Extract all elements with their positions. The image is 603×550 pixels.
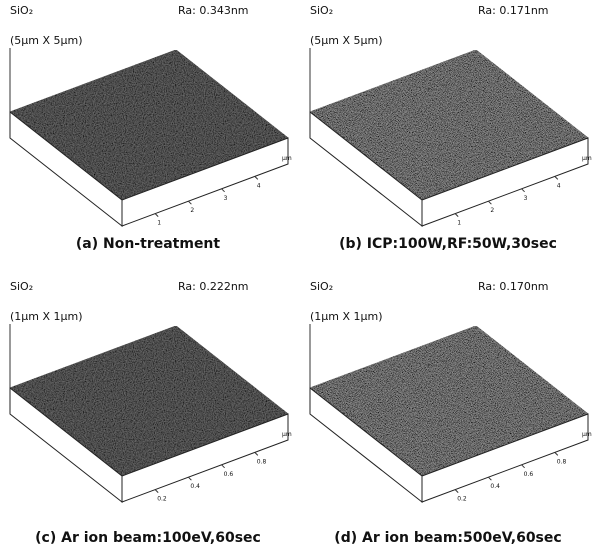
figure: 1 2 3 4 µm SiO₂ (5µm X 5µm) Ra: 0.343nm (a) Non-…	[0, 0, 603, 546]
tick-label: 0.6	[524, 471, 534, 478]
tick-label: 0.4	[490, 483, 500, 490]
scan-size: (1µm X 1µm)	[10, 310, 83, 323]
scan-size: (1µm X 1µm)	[310, 310, 383, 323]
tick-label: 0.8	[557, 458, 567, 465]
tick-mark	[488, 477, 491, 480]
afm-panel: 1 2 3 4 µm SiO₂ (5µm X 5µm) Ra: 0.171nm (b) ICP:…	[310, 4, 592, 252]
material: SiO₂	[10, 280, 33, 293]
tick-mark	[188, 477, 191, 480]
tick-label: 3	[524, 195, 528, 202]
scan-size: (5µm X 5µm)	[10, 34, 83, 47]
tick-mark	[188, 201, 191, 204]
scan-size: (5µm X 5µm)	[310, 34, 383, 47]
tick-label: 2	[490, 207, 494, 214]
axis-unit: µm	[282, 431, 292, 438]
axis-unit: µm	[582, 155, 592, 162]
tick-mark	[255, 452, 258, 455]
tick-mark	[222, 189, 225, 192]
roughness: Ra: 0.343nm	[178, 4, 249, 17]
afm-panel: 0.2 0.4 0.6 0.8 µm SiO₂ (1µm X 1µm) Ra: 0.222nm…	[10, 280, 292, 546]
tick-label: 2	[190, 207, 194, 214]
tick-mark	[455, 490, 458, 493]
tick-label: 4	[557, 182, 561, 189]
tick-label: 4	[257, 182, 261, 189]
tick-mark	[155, 214, 158, 217]
tick-mark	[522, 465, 525, 468]
tick-label: 0.2	[457, 496, 467, 503]
material: SiO₂	[310, 280, 333, 293]
tick-label: 1	[457, 220, 461, 227]
tick-label: 0.2	[157, 496, 167, 503]
tick-mark	[555, 176, 558, 179]
tick-mark	[488, 201, 491, 204]
axis-unit: µm	[282, 155, 292, 162]
afm-panel: 0.2 0.4 0.6 0.8 µm SiO₂ (1µm X 1µm) Ra: 0.170nm…	[310, 280, 592, 546]
roughness: Ra: 0.171nm	[478, 4, 549, 17]
tick-label: 0.6	[224, 471, 234, 478]
tick-mark	[222, 465, 225, 468]
material: SiO₂	[10, 4, 33, 17]
caption: (d) Ar ion beam:500eV,60sec	[334, 530, 561, 546]
caption: (c) Ar ion beam:100eV,60sec	[35, 530, 261, 546]
axis-unit: µm	[582, 431, 592, 438]
tick-label: 1	[157, 220, 161, 227]
caption: (b) ICP:100W,RF:50W,30sec	[339, 236, 557, 252]
tick-label: 0.8	[257, 458, 267, 465]
tick-mark	[155, 490, 158, 493]
caption: (a) Non-treatment	[76, 236, 221, 252]
tick-mark	[522, 189, 525, 192]
tick-label: 0.4	[190, 483, 200, 490]
tick-mark	[455, 214, 458, 217]
tick-label: 3	[224, 195, 228, 202]
roughness: Ra: 0.170nm	[478, 280, 549, 293]
tick-mark	[255, 176, 258, 179]
roughness: Ra: 0.222nm	[178, 280, 249, 293]
tick-mark	[555, 452, 558, 455]
material: SiO₂	[310, 4, 333, 17]
afm-panel: 1 2 3 4 µm SiO₂ (5µm X 5µm) Ra: 0.343nm (a) Non-…	[10, 4, 292, 252]
